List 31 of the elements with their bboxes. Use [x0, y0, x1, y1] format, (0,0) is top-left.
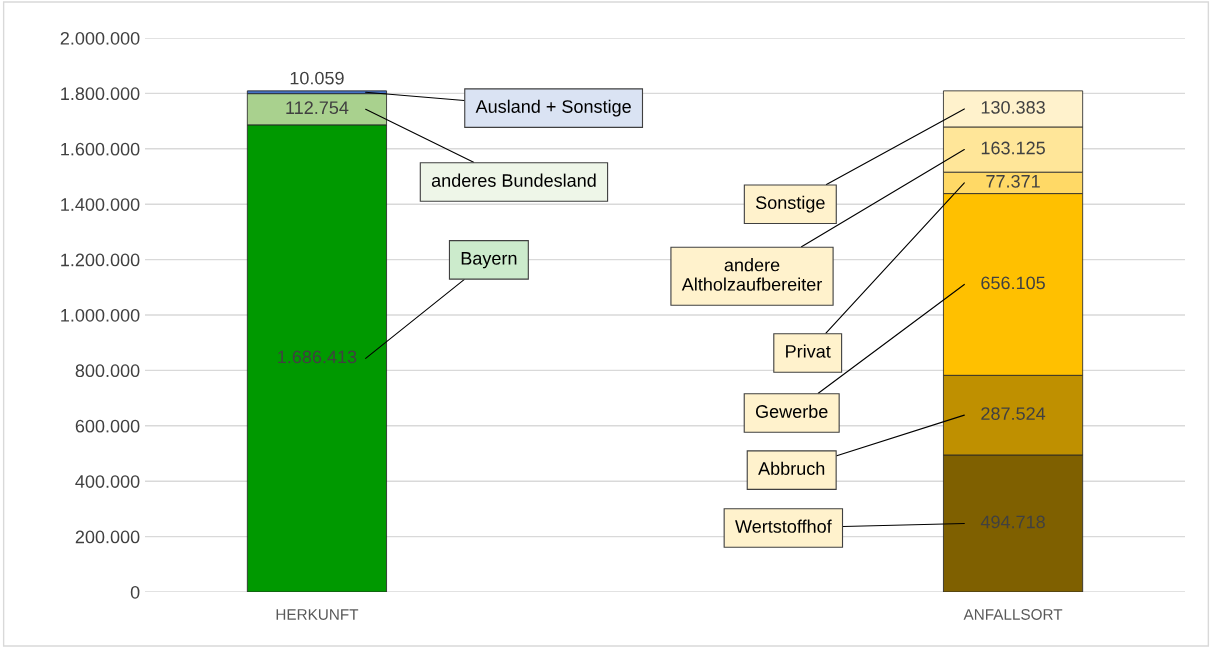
y-tick-label: 400.000: [75, 475, 140, 488]
data-label: 77.371: [986, 174, 1040, 188]
data-label: 1.686.413: [278, 350, 357, 364]
data-label: 656.105: [981, 276, 1045, 290]
data-label: 10.059: [290, 71, 344, 85]
text: andere Altholzaufbereiter: [681, 258, 822, 291]
data-label: 163.125: [981, 141, 1045, 155]
data-label: 494.718: [980, 515, 1045, 529]
text: Wertstoffhof: [735, 519, 832, 533]
y-tick-label: 2.000.000: [60, 31, 140, 45]
data-label: 112.754: [286, 101, 349, 115]
text: Abbruch: [758, 461, 825, 475]
text: anderes Bundesland: [431, 173, 596, 187]
data-label: 287.524: [981, 407, 1046, 420]
y-tick-label: 1.800.000: [61, 87, 140, 101]
text: Privat: [786, 344, 831, 358]
y-tick-label: 0: [130, 585, 140, 599]
y-tick-label: 200.000: [75, 530, 140, 544]
text: Gewerbe: [755, 404, 828, 418]
data-label: 130.383: [981, 100, 1045, 114]
y-tick-label: 1.400.000: [61, 198, 140, 211]
x-tick-label: HERKUNFT: [276, 609, 359, 620]
y-tick-label: 800.000: [75, 364, 140, 378]
x-tick-label: ANFALLSORT: [963, 609, 1063, 620]
text: Bayern: [461, 252, 517, 269]
text: Sonstige: [755, 195, 825, 213]
y-tick-label: 1.600.000: [61, 142, 140, 156]
y-tick-label: 600.000: [75, 419, 140, 433]
y-tick-label: 1.200.000: [61, 253, 140, 267]
y-tick-label: 1.000.000: [61, 308, 140, 322]
text: Ausland + Sonstige: [475, 99, 631, 117]
